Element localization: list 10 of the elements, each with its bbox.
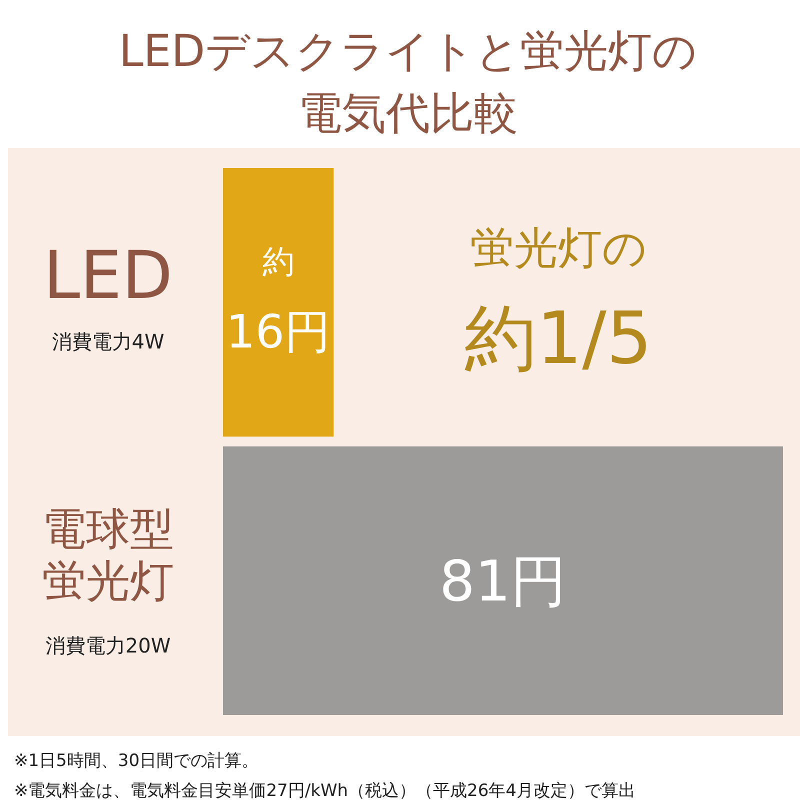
data-label: 81円: [439, 550, 567, 615]
text: 消費電力4W: [52, 329, 164, 354]
text: ※1日5時間、30日間での計算。: [14, 751, 259, 771]
annotation: 蛍光灯の約1/5: [464, 223, 652, 380]
text: ※電気料金は、電気料金目安単価27円/kWh（税込）（平成26年4月改定）で算出: [14, 781, 636, 800]
text: 消費電力20W: [45, 634, 171, 658]
chart-title: LEDデスクライトと蛍光灯の電気代比較: [118, 26, 698, 139]
y-tick-label: 電球型蛍光灯: [42, 504, 174, 607]
y-tick-label: LED: [43, 237, 173, 314]
data-label: 約16円: [226, 242, 331, 358]
